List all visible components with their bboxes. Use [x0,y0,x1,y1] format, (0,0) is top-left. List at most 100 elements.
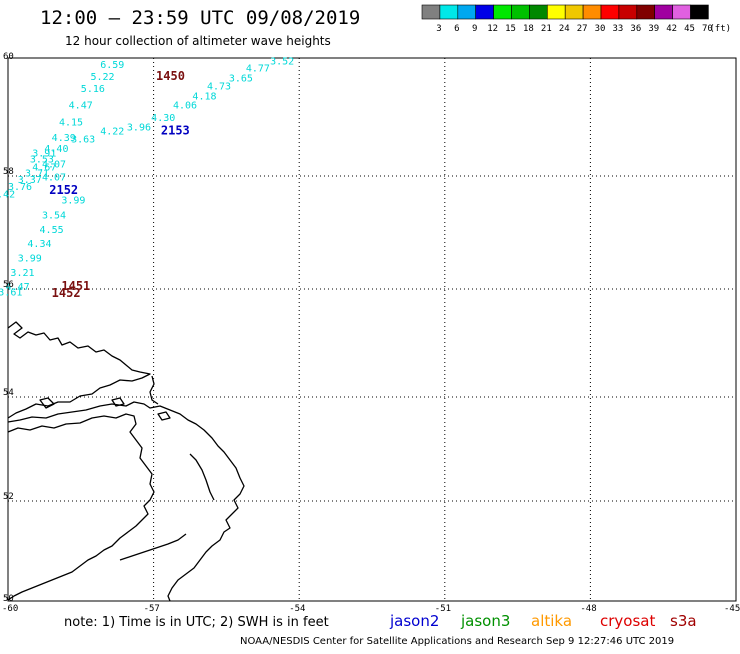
lon-tick-label: -54 [289,604,305,614]
wave-height-value: 3.52 [270,56,294,67]
wave-height-value: 4.55 [40,225,64,236]
wave-height-value: 3.54 [42,210,66,221]
scale-swatch [511,4,530,20]
page-subtitle: 12 hour collection of altimeter wave hei… [65,34,331,48]
coastline-east-fragment [189,453,215,501]
scale-bin-label: 6 [454,24,459,34]
page-title: 12:00 – 23:59 UTC 09/08/2019 [40,7,360,29]
footer-credit: NOAA/NESDIS Center for Satellite Applica… [240,636,674,647]
pass-time-label: 2152 [49,183,78,197]
wave-height-value: 4.22 [100,127,124,138]
island-3 [157,411,171,421]
coastline-south-fragment [119,533,187,561]
pass-time-label: 2153 [161,124,190,138]
lat-tick-label: 50 [3,594,14,604]
lat-tick-label: 56 [3,280,14,290]
scale-swatch [600,4,620,20]
axis-tick-labels: 60 58 56 54 52 50-60 -57 -54 -51 -48 -45 [2,52,740,614]
satellite-legend-entry: jason3 [460,612,510,630]
scale-bin-label: 33 [613,24,624,34]
wave-height-value: 3.63 [71,134,95,145]
coastline [7,321,245,602]
island-2 [111,397,125,407]
scale-swatch [457,4,476,20]
scale-bin-label: 21 [541,24,552,34]
wave-height-value: 6.59 [100,60,124,71]
lon-tick-label: -60 [2,604,18,614]
wave-height-color-scale: 3 6 9 12 15 18 21 24 27 30 33 36 39 42 45 70(ft) [421,4,731,34]
wave-height-value: 4.06 [173,101,197,112]
pass-time-label: 1450 [156,69,185,83]
map-area: 6.595.225.16 4.47 4.15 4.393.634.403.913.53… [0,52,740,614]
wave-height-value: 4.07 [42,173,66,184]
scale-swatch [564,4,584,20]
wave-height-value: 4.34 [27,239,51,250]
scale-swatch [546,4,566,20]
lat-tick-label: 60 [3,52,14,62]
wave-height-value: 4.07 [42,160,66,171]
wave-height-value: 3.42 [0,189,15,200]
satellite-legend-entry: altika [531,612,572,630]
scale-bin-label: 39 [648,24,659,34]
wave-height-value: 3.76 [8,182,32,193]
wave-height-value: 3.99 [61,196,85,207]
scale-swatch [672,4,691,20]
scale-swatch [493,4,512,20]
wave-height-value: 3.71 [25,169,49,180]
wave-height-value: 4.47 [69,101,93,112]
wave-height-value: 3.91 [32,149,56,160]
scale-bin-label: 24 [559,24,570,34]
wave-height-value: 3.37 [18,175,42,186]
inner-shoreline [7,413,155,601]
satellite-legend-entry: s3a [670,612,697,630]
island-1 [39,397,55,409]
lon-tick-label: -51 [435,604,451,614]
labrador-coast [7,321,151,419]
wave-height-value: 4.30 [151,113,175,124]
wave-height-value: 3.21 [10,268,34,279]
wave-height-values: 6.595.225.16 4.47 4.15 4.393.634.403.913.53… [0,56,294,298]
footer-note: note: 1) Time is in UTC; 2) SWH is in fe… [64,615,329,630]
scale-bin-label: 27 [577,24,588,34]
scale-bin-label: 12 [487,24,498,34]
wave-height-value: 4.15 [59,117,83,128]
wave-height-value: 3.99 [18,253,42,264]
wave-height-value: 3.61 [0,287,22,298]
scale-bin-label: 9 [472,24,477,34]
lat-tick-label: 52 [3,492,14,502]
satellite-legend: jason2 jason3 altika cryosat s3a [389,612,697,630]
scale-bin-label: 3 [436,24,441,34]
scale-bin-label: 45 [684,24,695,34]
wave-height-value: 5.16 [81,84,105,95]
wave-height-value: 5.22 [91,72,115,83]
wave-height-value: 4.47 [6,282,30,293]
scale-bin-label: 70 [702,24,713,34]
scale-swatch [618,4,638,20]
lake-melville-outline [7,401,245,602]
scale-bin-label: 36 [630,24,641,34]
scale-swatch [439,4,459,20]
wave-height-value: 4.40 [44,144,68,155]
wave-height-value: 3.65 [229,74,253,85]
wave-height-value: 4.67 [32,163,56,174]
lon-tick-label: -45 [724,604,740,614]
scale-bin-label: 15 [505,24,516,34]
satellite-legend-entry: cryosat [600,612,655,630]
pass-time-label: 1452 [52,286,81,300]
lon-tick-label: -48 [580,604,596,614]
lon-tick-label: -57 [144,604,160,614]
scale-swatch [421,4,441,20]
wave-height-value: 4.73 [207,81,231,92]
scale-swatch [690,4,709,20]
scale-swatch [529,4,548,20]
scale-swatch [636,4,655,20]
scale-bin-label: 18 [523,24,534,34]
scale-swatch [654,4,673,20]
scale-bin-label: 42 [666,24,677,34]
scale-unit-label: (ft) [709,24,731,34]
wave-height-value: 4.18 [192,91,216,102]
wave-height-value: 3.53 [30,154,54,165]
